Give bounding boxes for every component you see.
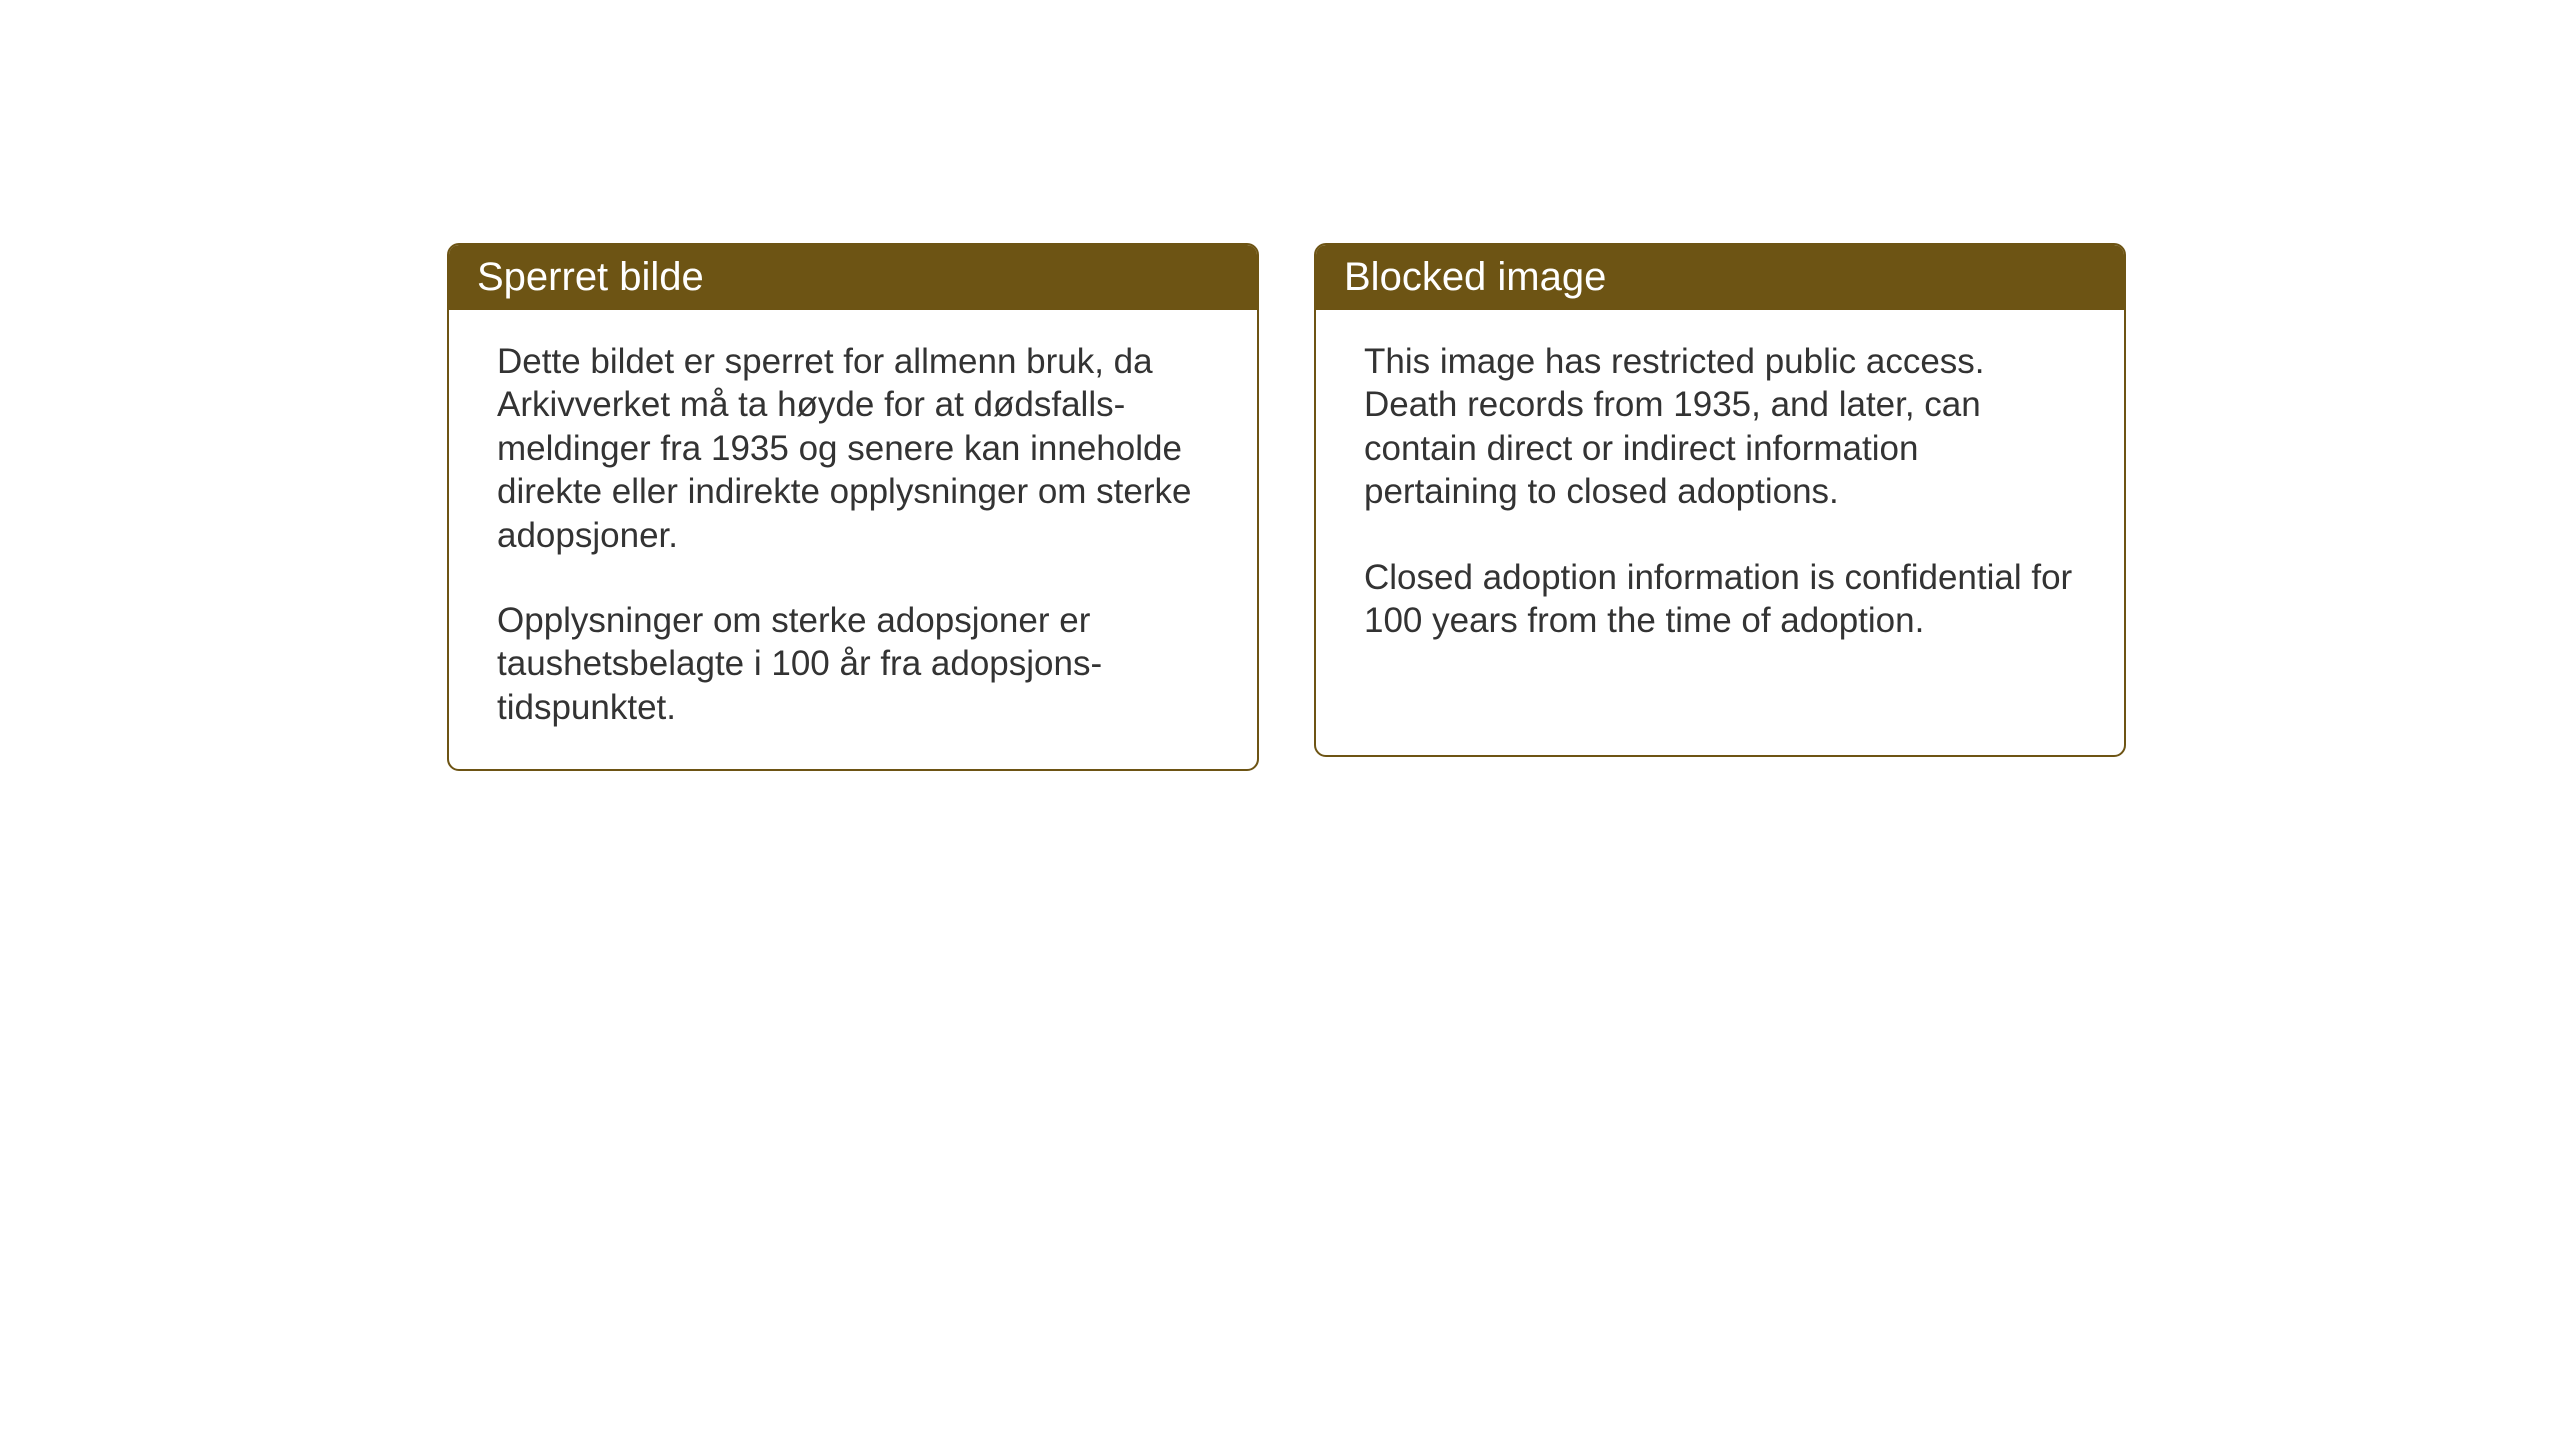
notice-card-english: Blocked image This image has restricted … (1314, 243, 2126, 757)
notice-title-norwegian: Sperret bilde (477, 255, 704, 299)
notice-card-norwegian: Sperret bilde Dette bildet er sperret fo… (447, 243, 1259, 771)
notice-paragraph-2-norwegian: Opplysninger om sterke adopsjoner er tau… (497, 599, 1209, 729)
notice-paragraph-2-english: Closed adoption information is confident… (1364, 556, 2076, 643)
notice-paragraph-1-norwegian: Dette bildet er sperret for allmenn bruk… (497, 340, 1209, 557)
notice-header-norwegian: Sperret bilde (449, 245, 1257, 310)
notice-title-english: Blocked image (1344, 255, 1606, 299)
notice-body-english: This image has restricted public access.… (1316, 310, 2124, 682)
notice-paragraph-1-english: This image has restricted public access.… (1364, 340, 2076, 514)
notice-container: Sperret bilde Dette bildet er sperret fo… (447, 243, 2126, 771)
notice-body-norwegian: Dette bildet er sperret for allmenn bruk… (449, 310, 1257, 769)
notice-header-english: Blocked image (1316, 245, 2124, 310)
